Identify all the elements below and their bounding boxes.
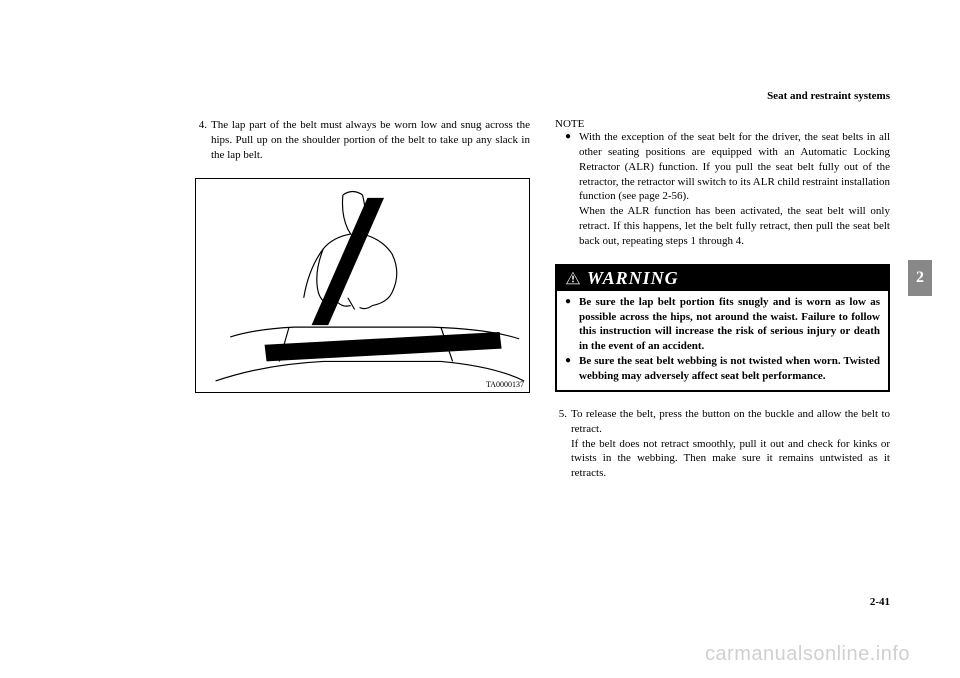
note-para-2: When the ALR function has been activated… [579, 204, 890, 249]
note-content: With the exception of the seat belt for … [579, 130, 890, 249]
warning-item-1-text: Be sure the lap belt portion fits snugly… [579, 295, 880, 354]
step-4: 4. The lap part of the belt must always … [195, 118, 530, 163]
step-5-number: 5. [555, 407, 571, 481]
step-5-content: To release the belt, press the button on… [571, 407, 890, 481]
note-item: ● With the exception of the seat belt fo… [565, 130, 890, 249]
section-header: Seat and restraint systems [767, 90, 890, 102]
content-columns: 4. The lap part of the belt must always … [195, 118, 890, 481]
warning-item-2-text: Be sure the seat belt webbing is not twi… [579, 354, 880, 384]
step-5-para-2: If the belt does not retract smoothly, p… [571, 437, 890, 482]
warning-box: WARNING ● Be sure the lap belt portion f… [555, 264, 890, 392]
step-5: 5. To release the belt, press the button… [555, 407, 890, 481]
warning-triangle-icon [565, 271, 581, 285]
warning-item-2: ● Be sure the seat belt webbing is not t… [565, 354, 880, 384]
page-container: Seat and restraint systems 4. The lap pa… [0, 0, 960, 678]
warning-header: WARNING [557, 266, 888, 291]
figure-id: TA0000137 [486, 380, 524, 389]
warning-body: ● Be sure the lap belt portion fits snug… [557, 291, 888, 390]
warning-item-1: ● Be sure the lap belt portion fits snug… [565, 295, 880, 354]
seatbelt-illustration [196, 179, 529, 392]
note-bullet-icon: ● [565, 130, 579, 249]
step-5-para-1: To release the belt, press the button on… [571, 407, 890, 437]
step-4-number: 4. [195, 118, 211, 163]
figure-box: TA0000137 [195, 178, 530, 393]
warning-title: WARNING [587, 268, 679, 289]
warning-bullet-icon: ● [565, 354, 579, 384]
page-number: 2-41 [870, 596, 890, 608]
step-4-text: The lap part of the belt must always be … [211, 118, 530, 163]
left-column: 4. The lap part of the belt must always … [195, 118, 530, 481]
watermark: carmanualsonline.info [705, 643, 910, 666]
note-para-1: With the exception of the seat belt for … [579, 130, 890, 204]
right-column: NOTE ● With the exception of the seat be… [555, 118, 890, 481]
warning-bullet-icon: ● [565, 295, 579, 354]
chapter-tab: 2 [908, 260, 932, 296]
note-label: NOTE [555, 118, 890, 130]
